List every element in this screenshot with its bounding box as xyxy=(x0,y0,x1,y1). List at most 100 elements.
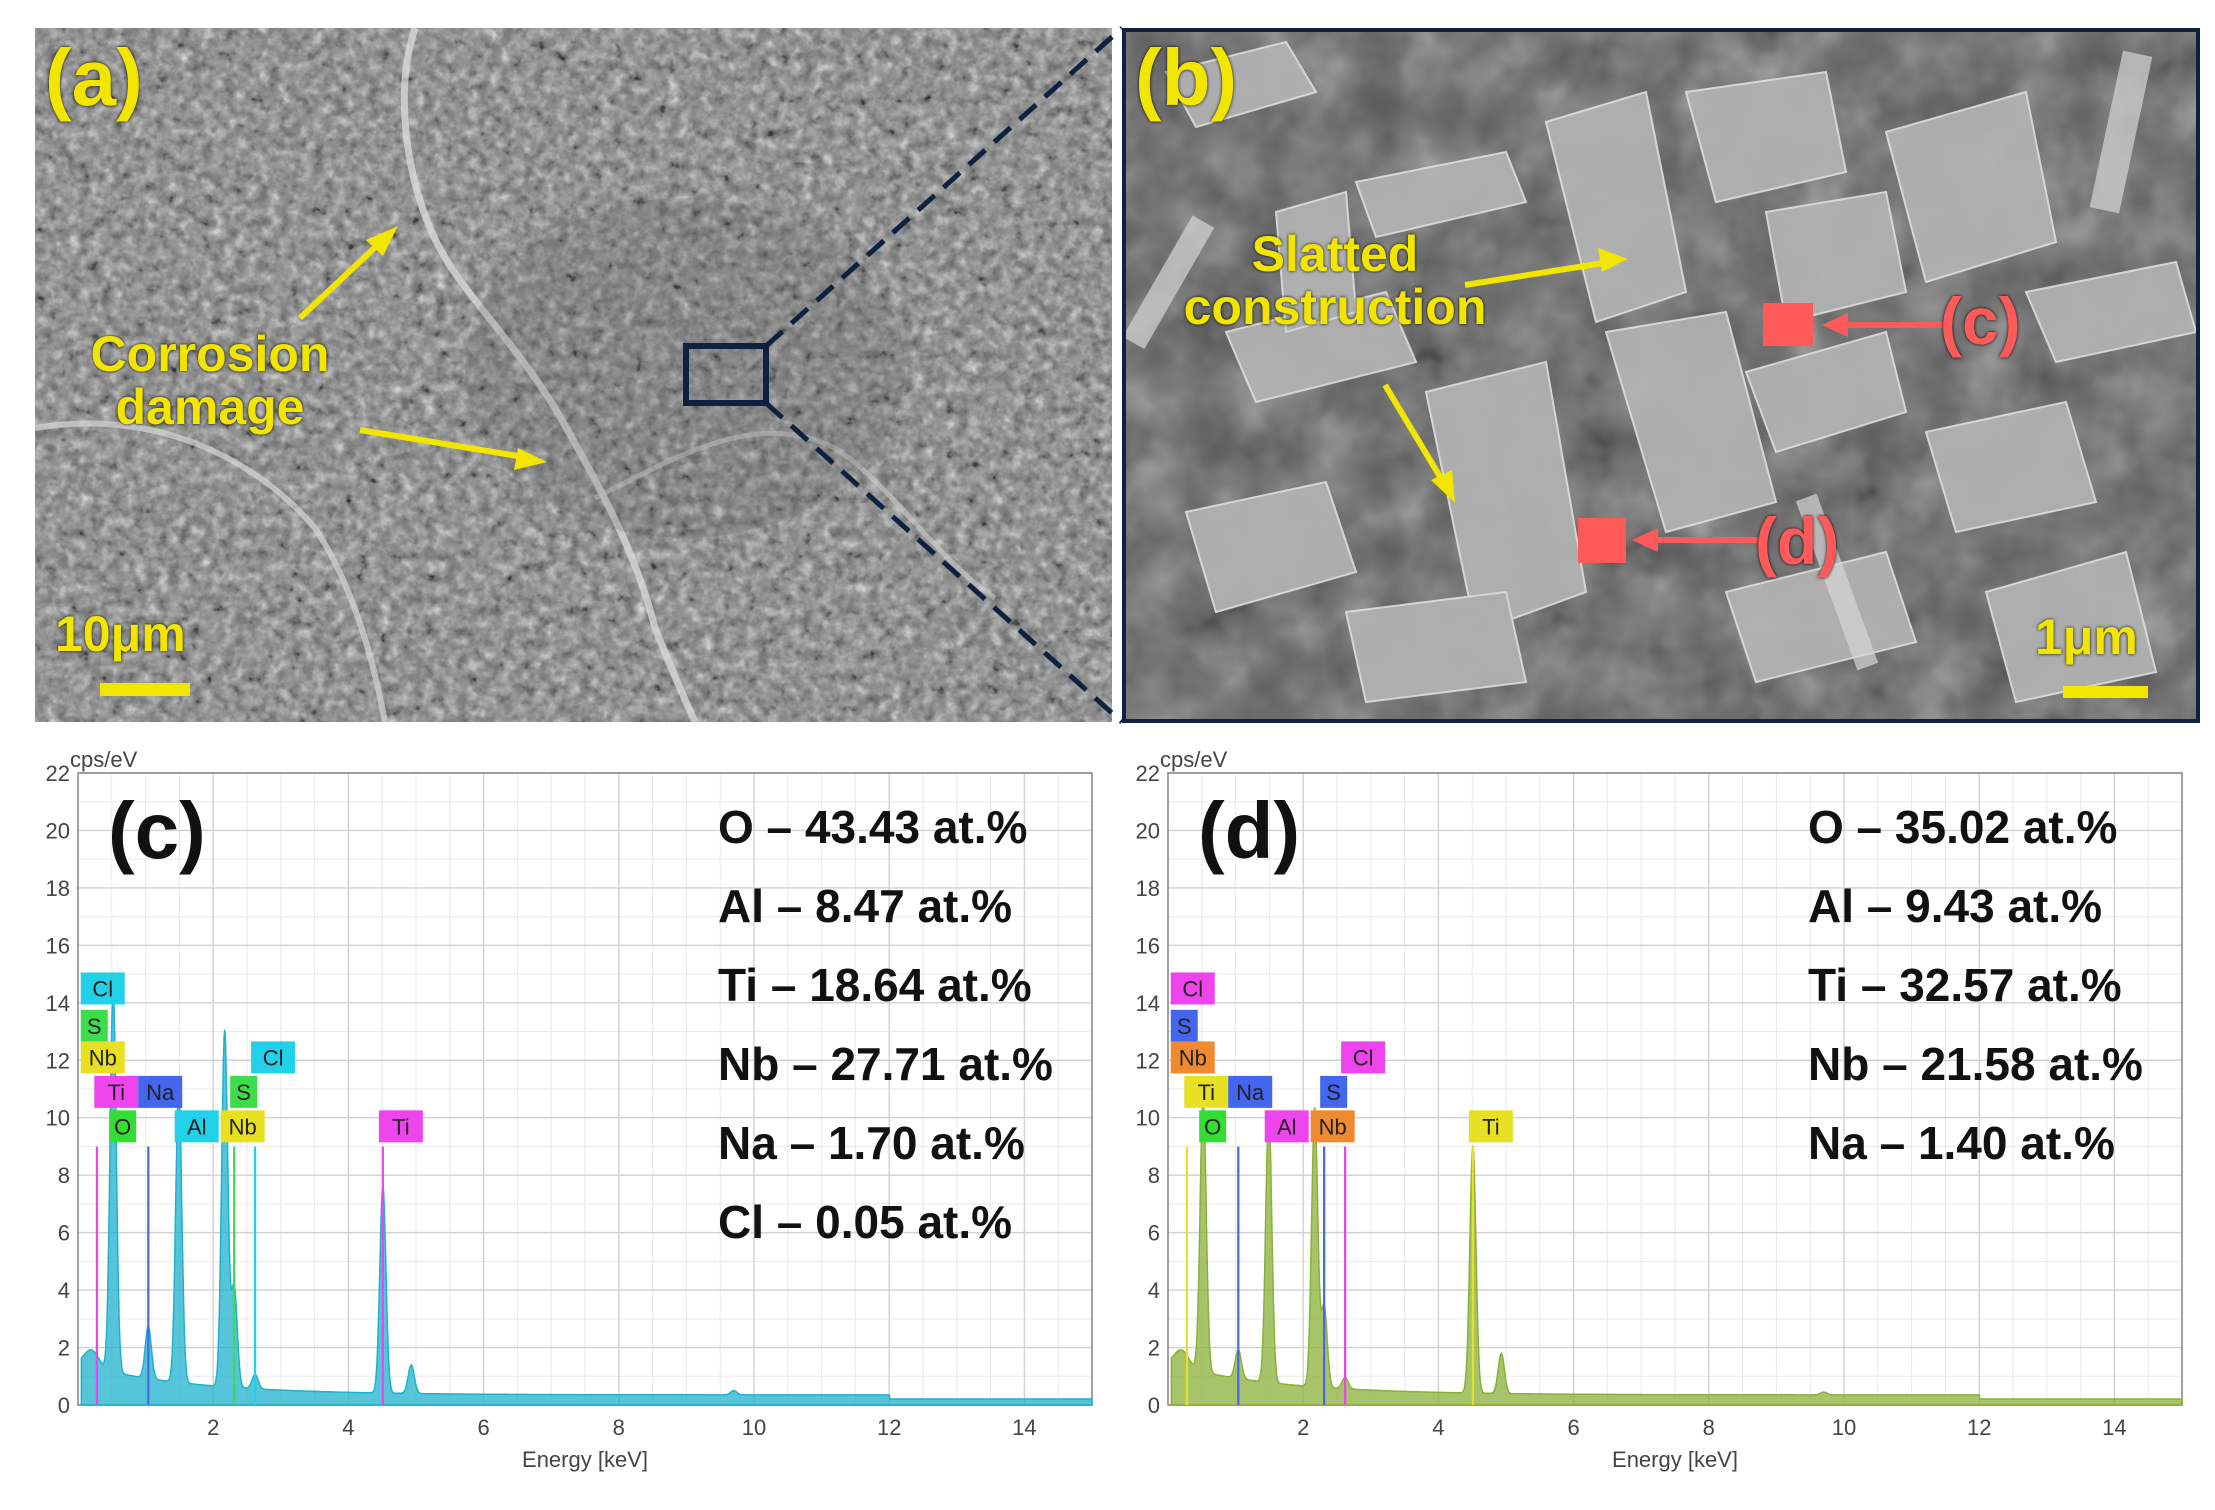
element-tag-box xyxy=(1170,1009,1198,1042)
element-tag-label: Nb xyxy=(229,1114,257,1139)
element-tag-box xyxy=(1468,1110,1513,1143)
element-tag: S xyxy=(230,1075,258,1108)
y-tick-label: 12 xyxy=(1136,1048,1160,1073)
element-tag-label: S xyxy=(87,1014,102,1039)
composition-line: O – 43.43 at.% xyxy=(718,801,1027,853)
panel-label: (c) xyxy=(108,786,206,875)
y-tick-label: 2 xyxy=(58,1336,70,1361)
element-tag: Cl xyxy=(251,1041,296,1074)
element-tag: Na xyxy=(1228,1075,1273,1108)
y-tick-label: 2 xyxy=(1148,1336,1160,1361)
y-tick-label: 16 xyxy=(46,933,70,958)
element-tag-box xyxy=(230,1075,258,1108)
y-tick-label: 10 xyxy=(46,1106,70,1131)
x-tick-label: 8 xyxy=(613,1415,625,1440)
panel-label-a: (a) xyxy=(45,33,143,122)
composition-line: Cl – 0.05 at.% xyxy=(718,1196,1012,1248)
x-tick-label: 6 xyxy=(1567,1415,1579,1440)
y-tick-label: 4 xyxy=(58,1278,70,1303)
eds-chart-c: Cl S Nb Ti Na O Al Nb S Cl Ti 0 2 4 6 8 10 12 14 16 18 20 22 2 4… xyxy=(30,745,1110,1490)
element-tag-box xyxy=(1170,972,1215,1005)
element-tag: Al xyxy=(174,1110,219,1143)
x-axis-label: Energy [keV] xyxy=(522,1447,648,1472)
x-tick-label: 12 xyxy=(1967,1415,1991,1440)
element-tag: Cl xyxy=(1170,972,1215,1005)
element-tag-label: S xyxy=(236,1080,251,1105)
y-tick-label: 4 xyxy=(1148,1278,1160,1303)
annotation-corrosion-line2: damage xyxy=(115,378,305,435)
element-tag-label: Cl xyxy=(263,1045,284,1070)
x-tick-label: 14 xyxy=(2102,1415,2126,1440)
y-tick-label: 20 xyxy=(46,818,70,843)
element-tag: Nb xyxy=(1310,1110,1355,1143)
element-tag: Nb xyxy=(80,1041,125,1074)
x-tick-label: 8 xyxy=(1703,1415,1715,1440)
y-tick-label: 14 xyxy=(1136,991,1160,1016)
composition-line: Nb – 27.71 at.% xyxy=(718,1038,1053,1090)
element-tag: Ti xyxy=(378,1110,423,1143)
y-tick-label: 16 xyxy=(1136,933,1160,958)
element-tag-label: Ti xyxy=(392,1114,410,1139)
y-tick-label: 18 xyxy=(46,876,70,901)
scale-label-b: 1μm xyxy=(2035,609,2138,665)
y-tick-label: 20 xyxy=(1136,818,1160,843)
y-tick-label: 0 xyxy=(1148,1393,1160,1418)
element-tag-label: Nb xyxy=(1179,1045,1207,1070)
x-tick-label: 4 xyxy=(342,1415,354,1440)
element-tag-box xyxy=(94,1075,139,1108)
x-tick-label: 2 xyxy=(1297,1415,1309,1440)
element-tag-box xyxy=(378,1110,423,1143)
element-tag-box xyxy=(1170,1041,1215,1074)
y-tick-label: 0 xyxy=(58,1393,70,1418)
element-tag: S xyxy=(80,1009,108,1042)
element-tag-box xyxy=(80,1041,125,1074)
x-tick-label: 2 xyxy=(207,1415,219,1440)
composition-line: Ti – 18.64 at.% xyxy=(718,959,1032,1011)
marker-label-d: (d) xyxy=(1755,504,1840,578)
element-tag-label: O xyxy=(114,1114,131,1139)
element-tag-box xyxy=(1310,1110,1355,1143)
annotation-slatted-line1: Slatted xyxy=(1251,226,1419,282)
x-axis-label: Energy [keV] xyxy=(1612,1447,1738,1472)
element-tag-box xyxy=(1320,1075,1348,1108)
element-tag-label: Ti xyxy=(108,1080,126,1105)
element-tag: Nb xyxy=(1170,1041,1215,1074)
annotation-slatted: Slatted construction xyxy=(1150,228,1520,333)
composition-line: Na – 1.40 at.% xyxy=(1808,1117,2115,1169)
x-tick-label: 10 xyxy=(1832,1415,1856,1440)
x-tick-label: 6 xyxy=(477,1415,489,1440)
element-tag-label: Cl xyxy=(1353,1045,1374,1070)
element-tag-box xyxy=(174,1110,219,1143)
x-tick-label: 4 xyxy=(1432,1415,1444,1440)
element-tag: Na xyxy=(138,1075,183,1108)
y-tick-label: 6 xyxy=(58,1221,70,1246)
element-tag-label: S xyxy=(1177,1014,1192,1039)
y-tick-label: 12 xyxy=(46,1048,70,1073)
element-tag-box xyxy=(1228,1075,1273,1108)
element-tag-label: O xyxy=(1204,1114,1221,1139)
y-axis-label: cps/eV xyxy=(70,747,138,772)
composition-line: Ti – 32.57 at.% xyxy=(1808,959,2122,1011)
sem-texture-b xyxy=(1126,32,2196,719)
element-tag-label: Nb xyxy=(89,1045,117,1070)
composition-line: Na – 1.70 at.% xyxy=(718,1117,1025,1169)
panel-label: (d) xyxy=(1198,786,1300,875)
element-tag: Cl xyxy=(80,972,125,1005)
element-tag: Ti xyxy=(1468,1110,1513,1143)
y-tick-label: 8 xyxy=(58,1163,70,1188)
element-tag-box xyxy=(1341,1041,1386,1074)
element-tag: O xyxy=(109,1110,137,1143)
element-tag: Cl xyxy=(1341,1041,1386,1074)
element-tag-box xyxy=(1199,1110,1227,1143)
element-tag: Nb xyxy=(220,1110,265,1143)
element-tag-box xyxy=(251,1041,296,1074)
element-tag-label: S xyxy=(1326,1080,1341,1105)
composition-line: Al – 9.43 at.% xyxy=(1808,880,2102,932)
element-tag-box xyxy=(80,1009,108,1042)
element-tag: S xyxy=(1320,1075,1348,1108)
y-tick-label: 6 xyxy=(1148,1221,1160,1246)
composition-line: O – 35.02 at.% xyxy=(1808,801,2117,853)
eds-chart-d: Cl S Nb Ti Na O Al Nb S Cl Ti 0 2 4 6 8 10 12 14 16 18 20 22 2 4… xyxy=(1120,745,2200,1490)
element-tag-label: Na xyxy=(1236,1080,1265,1105)
